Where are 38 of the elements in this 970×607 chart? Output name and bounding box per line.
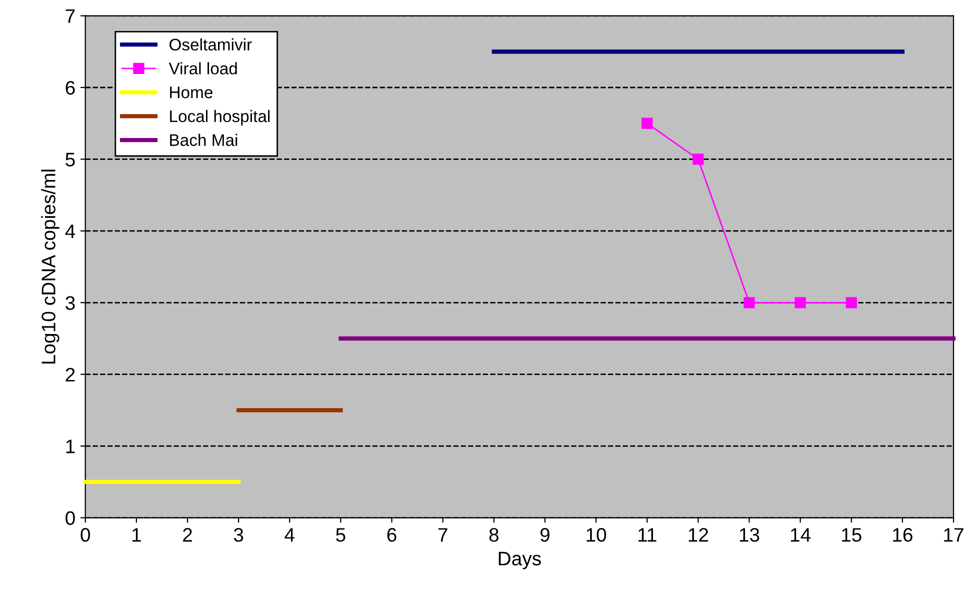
point [744, 297, 755, 308]
x-tick-label: 4 [284, 528, 294, 542]
y-tick-label: 5 [66, 152, 75, 166]
legend-label: Local hospital [170, 110, 270, 126]
x-tick-label: 17 [944, 528, 964, 542]
legend-label: Viral load [168, 62, 237, 74]
x-tick-label: 6 [387, 528, 396, 542]
x-tick-label: 11 [638, 528, 656, 542]
x-tick-label: 7 [438, 528, 448, 542]
x-tick-label: 0 [80, 528, 90, 542]
y-tick-label: 1 [66, 440, 75, 454]
x-tick-label: 16 [893, 528, 912, 542]
legend-label: Home [170, 86, 212, 98]
y-tick-label: 0 [66, 511, 75, 526]
y-tick-label: 7 [66, 9, 75, 23]
legend-label: Oseltamivir [170, 38, 252, 51]
x-tick-label: 3 [234, 528, 244, 542]
y-axis-title: Log10 cDNA copies/ml [41, 170, 60, 364]
y-tick-label: 4 [65, 224, 76, 238]
x-tick-label: 2 [183, 528, 192, 542]
x-tick-label: 1 [132, 528, 141, 542]
x-tick-label: 12 [688, 528, 708, 542]
x-tick-label: 14 [790, 528, 811, 542]
x-tick-label: 15 [842, 528, 862, 542]
legend-label: Bach Mai [170, 134, 238, 146]
point [642, 118, 653, 129]
point [846, 297, 857, 308]
point [692, 154, 704, 165]
y-tick-label: 6 [66, 80, 75, 95]
y-tick-label: 3 [66, 296, 75, 310]
x-tick-label: 9 [540, 528, 550, 542]
x-tick-label: 13 [740, 528, 760, 542]
x-tick-label: 5 [336, 528, 346, 542]
x-tick-label: 10 [586, 528, 606, 542]
x-axis-title: Days [498, 552, 541, 570]
point [794, 297, 806, 308]
x-tick-label: 8 [489, 528, 498, 542]
y-tick-label: 2 [66, 368, 75, 382]
